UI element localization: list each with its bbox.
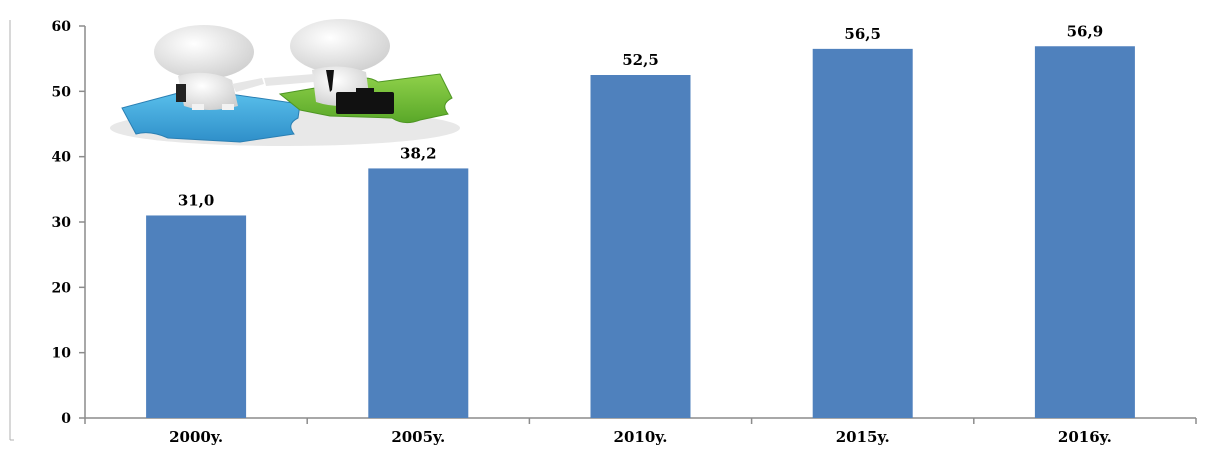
bar xyxy=(146,215,247,418)
x-category-label: 2010y. xyxy=(614,428,668,446)
y-tick-label: 60 xyxy=(52,19,72,35)
handshake-puzzle-illustration xyxy=(105,19,470,148)
x-category-labels: 2000y. 2005y. 2010y. 2015y. 2016y. xyxy=(169,428,1112,446)
y-ticks: 0 10 20 30 40 50 60 xyxy=(52,19,1197,427)
data-label: 31,0 xyxy=(178,191,215,209)
x-category-label: 2016y. xyxy=(1058,428,1112,446)
data-label: 56,5 xyxy=(844,25,881,43)
data-label: 56,9 xyxy=(1067,22,1104,40)
y-tick-label: 20 xyxy=(52,280,72,296)
bar xyxy=(590,75,691,418)
y-tick-label: 0 xyxy=(61,411,71,427)
y-tick-label: 40 xyxy=(52,150,72,166)
y-tick-label: 50 xyxy=(52,84,72,100)
x-category-label: 2000y. xyxy=(169,428,223,446)
x-category-label: 2015y. xyxy=(836,428,890,446)
x-category-label: 2005y. xyxy=(391,428,445,446)
bar xyxy=(368,168,469,418)
y-tick-label: 30 xyxy=(52,215,72,231)
data-label: 38,2 xyxy=(400,144,437,162)
bar xyxy=(1034,46,1135,419)
y-tick-label: 10 xyxy=(52,346,72,362)
bars: 31,0 38,2 52,5 56,5 56,9 xyxy=(146,22,1135,419)
bar xyxy=(812,48,913,418)
data-label: 52,5 xyxy=(622,51,659,69)
